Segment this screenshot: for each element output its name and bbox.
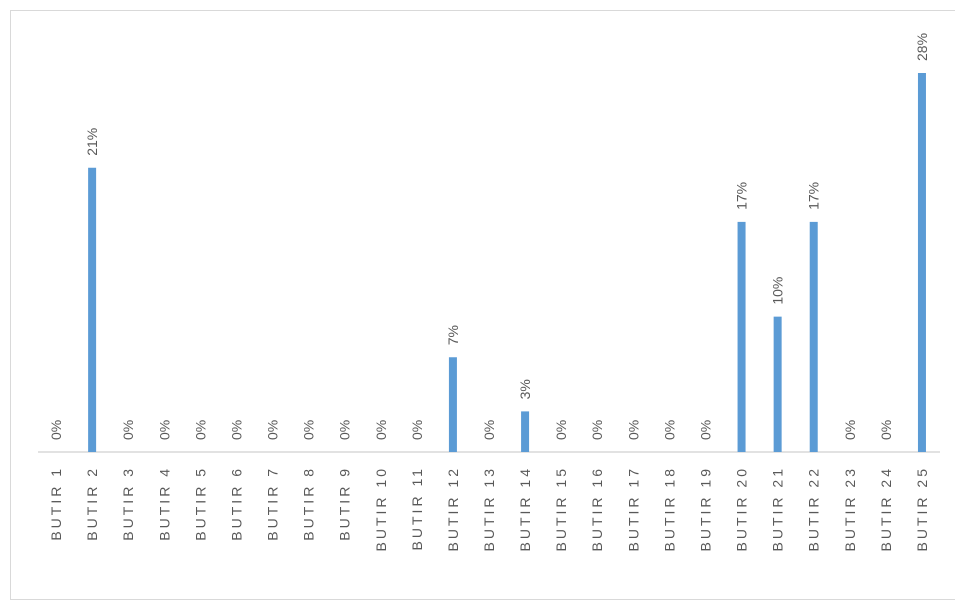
data-label-24: 0% bbox=[878, 420, 894, 440]
x-tick-label-18: BUTIR 18 bbox=[661, 466, 677, 551]
bar-chart: 0% BUTIR 1 21% BUTIR 2 0% BUTIR 3 0% BUTIR 4 0% B… bbox=[38, 33, 940, 551]
data-label-20: 17% bbox=[734, 182, 750, 210]
x-tick-label-23: BUTIR 23 bbox=[842, 466, 858, 551]
x-tick-label-19: BUTIR 19 bbox=[697, 466, 713, 551]
data-label-6: 0% bbox=[228, 420, 244, 440]
data-label-13: 0% bbox=[481, 420, 497, 440]
x-tick-label-22: BUTIR 22 bbox=[806, 466, 822, 551]
data-label-15: 0% bbox=[553, 420, 569, 440]
bar-12 bbox=[448, 357, 457, 452]
data-label-2: 21% bbox=[84, 128, 100, 156]
data-label-22: 17% bbox=[806, 182, 822, 210]
x-tick-label-4: BUTIR 4 bbox=[156, 466, 172, 541]
data-label-21: 10% bbox=[770, 277, 786, 305]
x-tick-label-11: BUTIR 11 bbox=[409, 466, 425, 550]
data-label-14: 3% bbox=[517, 379, 533, 399]
chart-area bbox=[10, 10, 955, 600]
data-label-11: 0% bbox=[409, 420, 425, 440]
bar-25 bbox=[917, 73, 926, 452]
x-tick-label-3: BUTIR 3 bbox=[120, 466, 136, 541]
bar-21 bbox=[773, 316, 782, 452]
bar-14 bbox=[521, 411, 530, 452]
x-tick-label-13: BUTIR 13 bbox=[481, 466, 497, 551]
data-label-10: 0% bbox=[373, 420, 389, 440]
data-label-8: 0% bbox=[301, 420, 317, 440]
data-label-7: 0% bbox=[265, 420, 281, 440]
x-tick-label-9: BUTIR 9 bbox=[337, 466, 353, 541]
x-tick-label-25: BUTIR 25 bbox=[914, 466, 930, 551]
data-label-17: 0% bbox=[625, 420, 641, 440]
data-label-4: 0% bbox=[156, 420, 172, 440]
data-label-5: 0% bbox=[192, 420, 208, 440]
bar-2 bbox=[88, 167, 97, 452]
data-label-23: 0% bbox=[842, 420, 858, 440]
data-label-19: 0% bbox=[697, 420, 713, 440]
x-tick-label-20: BUTIR 20 bbox=[734, 466, 750, 551]
x-tick-label-6: BUTIR 6 bbox=[228, 466, 244, 541]
x-tick-label-8: BUTIR 8 bbox=[301, 466, 317, 541]
data-label-3: 0% bbox=[120, 420, 136, 440]
data-label-16: 0% bbox=[589, 420, 605, 440]
data-label-9: 0% bbox=[337, 420, 353, 440]
x-tick-label-10: BUTIR 10 bbox=[373, 466, 389, 551]
x-tick-label-24: BUTIR 24 bbox=[878, 466, 894, 551]
x-tick-label-21: BUTIR 21 bbox=[770, 466, 786, 551]
x-tick-label-15: BUTIR 15 bbox=[553, 466, 569, 551]
x-tick-label-17: BUTIR 17 bbox=[625, 466, 641, 551]
data-label-18: 0% bbox=[661, 420, 677, 440]
x-tick-label-7: BUTIR 7 bbox=[265, 466, 281, 541]
bar-20 bbox=[737, 221, 746, 452]
bar-22 bbox=[809, 221, 818, 452]
data-label-25: 28% bbox=[914, 33, 930, 61]
x-tick-label-1: BUTIR 1 bbox=[48, 466, 64, 541]
x-tick-label-2: BUTIR 2 bbox=[84, 466, 100, 541]
x-tick-label-14: BUTIR 14 bbox=[517, 466, 533, 551]
x-tick-label-5: BUTIR 5 bbox=[192, 466, 208, 541]
x-tick-label-16: BUTIR 16 bbox=[589, 466, 605, 551]
data-label-12: 7% bbox=[445, 325, 461, 345]
x-tick-label-12: BUTIR 12 bbox=[445, 466, 461, 551]
data-label-1: 0% bbox=[48, 420, 64, 440]
